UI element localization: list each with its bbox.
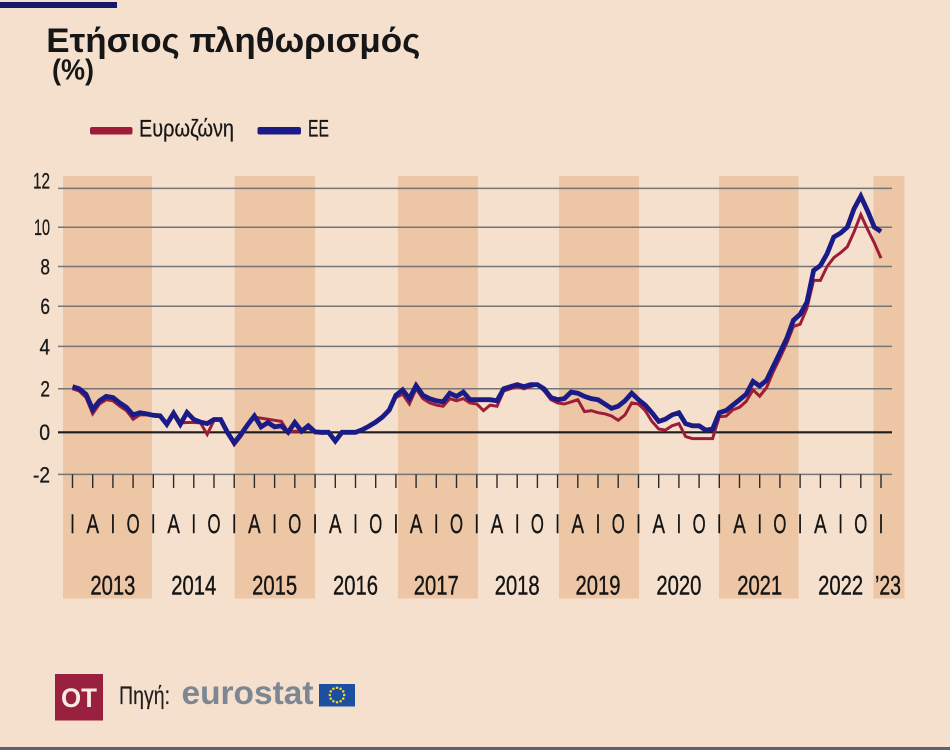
svg-text:Ο: Ο: [369, 509, 382, 539]
svg-text:Ι: Ι: [596, 509, 601, 539]
svg-text:Ι: Ι: [475, 509, 480, 539]
svg-text:Α: Α: [329, 509, 342, 539]
svg-text:Ι: Ι: [555, 509, 560, 539]
svg-text:Ι: Ι: [838, 509, 843, 539]
svg-text:2018: 2018: [495, 570, 540, 600]
svg-text:Ι: Ι: [757, 509, 762, 539]
svg-text:Α: Α: [572, 509, 585, 539]
svg-text:Ο: Ο: [531, 509, 544, 539]
svg-text:2019: 2019: [576, 570, 621, 600]
svg-text:Ι: Ι: [394, 509, 399, 539]
svg-text:Ο: Ο: [612, 509, 625, 539]
svg-text:0: 0: [39, 420, 50, 445]
svg-text:2014: 2014: [171, 570, 216, 600]
svg-text:(%): (%): [52, 55, 94, 87]
svg-text:Ι: Ι: [232, 509, 237, 539]
svg-text:Ο: Ο: [288, 509, 301, 539]
svg-text:Ι: Ι: [434, 509, 439, 539]
svg-text:4: 4: [40, 334, 51, 359]
svg-text:Ο: Ο: [773, 509, 786, 539]
svg-text:Ι: Ι: [636, 509, 641, 539]
svg-text:2015: 2015: [252, 570, 297, 600]
svg-text:Ο: Ο: [450, 509, 463, 539]
svg-text:Α: Α: [491, 509, 504, 539]
svg-text:Ι: Ι: [272, 509, 277, 539]
svg-text:8: 8: [40, 254, 50, 279]
svg-text:2021: 2021: [737, 570, 782, 600]
svg-text:2013: 2013: [90, 570, 135, 600]
svg-text:Α: Α: [652, 509, 665, 539]
svg-text:2: 2: [40, 377, 50, 402]
svg-text:ΕΕ: ΕΕ: [308, 115, 329, 142]
svg-text:-2: -2: [33, 462, 50, 487]
svg-text:eurostat: eurostat: [182, 674, 314, 711]
svg-text:10: 10: [34, 215, 50, 240]
svg-text:Ι: Ι: [677, 509, 682, 539]
svg-text:Ι: Ι: [717, 509, 722, 539]
svg-text:Ι: Ι: [70, 509, 75, 539]
svg-text:Ι: Ι: [515, 509, 520, 539]
svg-text:Πηγή:: Πηγή:: [119, 682, 170, 710]
svg-text:Ι: Ι: [192, 509, 197, 539]
svg-text:2020: 2020: [656, 570, 701, 600]
svg-text:Ι: Ι: [353, 509, 358, 539]
svg-text:Α: Α: [733, 509, 746, 539]
svg-text:Ι: Ι: [151, 509, 156, 539]
svg-text:Ι: Ι: [798, 509, 803, 539]
svg-text:Ο: Ο: [693, 509, 706, 539]
svg-text:6: 6: [40, 294, 50, 319]
svg-text:Ι: Ι: [879, 509, 884, 539]
svg-text:Ο: Ο: [854, 509, 867, 539]
svg-text:Ι: Ι: [111, 509, 116, 539]
svg-text:Ο: Ο: [127, 509, 140, 539]
svg-text:Ο: Ο: [208, 509, 221, 539]
svg-text:Α: Α: [410, 509, 423, 539]
svg-text:2016: 2016: [333, 570, 378, 600]
svg-text:12: 12: [33, 169, 50, 194]
svg-text:2022: 2022: [818, 570, 863, 600]
svg-text:Α: Α: [167, 509, 180, 539]
svg-text:Ι: Ι: [313, 509, 318, 539]
svg-text:2017: 2017: [414, 570, 459, 600]
svg-text:Ετήσιος πληθωρισμός: Ετήσιος πληθωρισμός: [46, 22, 420, 60]
svg-text:ΟΤ: ΟΤ: [61, 683, 97, 713]
svg-text:Α: Α: [86, 509, 99, 539]
svg-text:’23: ’23: [875, 570, 901, 600]
svg-text:Ευρωζώνη: Ευρωζώνη: [139, 115, 234, 142]
svg-text:Α: Α: [248, 509, 261, 539]
svg-text:Α: Α: [814, 509, 827, 539]
